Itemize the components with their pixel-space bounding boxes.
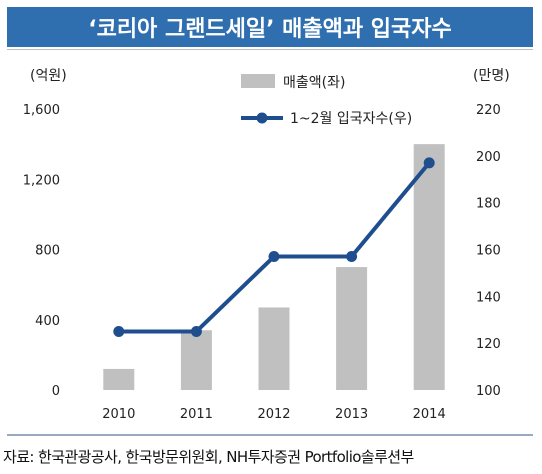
x-tick-label: 2014	[413, 407, 446, 422]
right-tick-label: 140	[476, 290, 501, 305]
left-tick-label: 800	[35, 244, 60, 259]
chart-area	[7, 49, 533, 436]
right-tick-label: 180	[476, 197, 501, 212]
line-point	[346, 251, 358, 263]
right-tick-label: 160	[476, 244, 501, 259]
line-point	[268, 251, 280, 263]
line-point	[423, 157, 435, 169]
right-tick-label: 100	[476, 384, 501, 399]
x-tick-label: 2012	[257, 407, 290, 422]
legend-line-label: 1~2월 입국자수(우)	[290, 111, 412, 127]
bar	[413, 144, 445, 390]
left-tick-label: 0	[52, 384, 60, 399]
left-axis-label: (억원)	[30, 68, 67, 84]
line-point	[190, 325, 202, 337]
legend: 매출액(좌) 1~2월 입국자수(우)	[241, 74, 412, 127]
line-path	[118, 161, 431, 334]
bar	[336, 267, 368, 390]
line-series	[113, 157, 435, 337]
legend-bar-label: 매출액(좌)	[283, 75, 345, 91]
right-tick-label: 200	[476, 150, 501, 165]
bar	[180, 330, 212, 390]
right-tick-label: 220	[476, 103, 501, 118]
line-point	[113, 325, 125, 337]
legend-line-marker	[256, 112, 268, 124]
left-tick-label: 400	[35, 314, 60, 329]
legend-bar-swatch	[241, 74, 275, 88]
right-axis-ticks: 100 120 140 160 180 200 220	[476, 103, 501, 399]
bar	[258, 307, 290, 390]
x-axis-ticks: 2010 2011 2012 2013 2014	[102, 407, 445, 422]
left-tick-label: 1,600	[23, 103, 60, 118]
bar-series	[103, 144, 445, 390]
x-tick-label: 2010	[102, 407, 135, 422]
right-tick-label: 120	[476, 337, 501, 352]
bar	[103, 368, 135, 390]
left-axis-ticks: 0 400 800 1,200 1,600	[23, 103, 60, 399]
chart-title: ‘코리아 그랜드세일’ 매출액과 입국자수	[7, 7, 533, 47]
right-axis-label: (만명)	[473, 68, 510, 84]
left-tick-label: 1,200	[23, 173, 60, 188]
x-tick-label: 2011	[180, 407, 213, 422]
x-tick-label: 2013	[335, 407, 368, 422]
source-note: 자료: 한국관광공사, 한국방문위원회, NH투자증권 Portfolio솔루션…	[3, 448, 414, 466]
